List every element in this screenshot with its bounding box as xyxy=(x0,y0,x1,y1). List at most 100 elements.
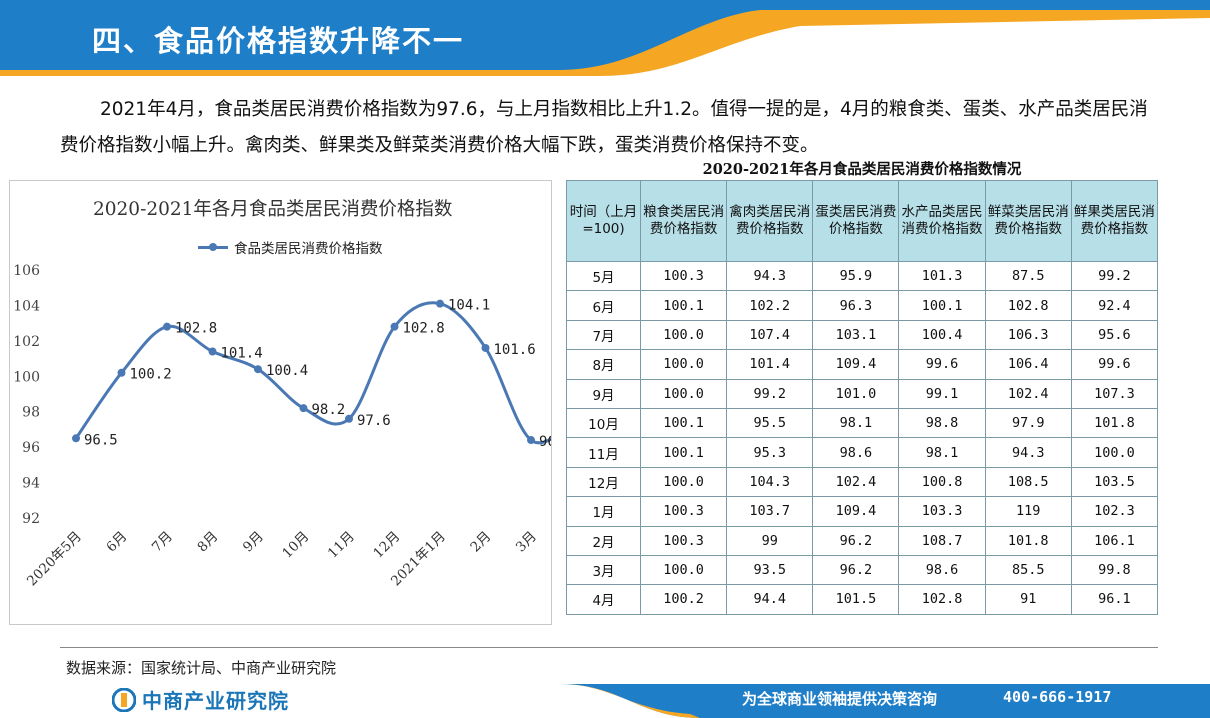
y-tick-label: 104 xyxy=(13,298,40,314)
table-row: 1月 100.3 103.7 109.4 103.3 119 102.3 xyxy=(566,496,1159,527)
data-label: 102.8 xyxy=(403,321,445,337)
table-cell: 106.1 xyxy=(1070,525,1159,556)
x-tick-label: 3月 xyxy=(513,529,540,556)
table-cell: 99.2 xyxy=(726,378,814,409)
table-cell: 98.6 xyxy=(898,554,986,586)
table-cell: 96.3 xyxy=(812,290,900,321)
table-cell: 100.0 xyxy=(639,349,728,380)
cpi-table: 时间（上月=100) 粮食类居民消费价格指数 禽肉类居民消费价格指数 蛋类居民消费价格… xyxy=(566,180,1159,615)
table-cell: 108.5 xyxy=(984,466,1072,498)
table-row: 5月 100.3 94.3 95.9 101.3 87.5 99.2 xyxy=(566,260,1159,292)
table-header-cell: 时间（上月=100) xyxy=(566,180,641,262)
table-header-cell: 蛋类居民消费价格指数 xyxy=(812,180,900,262)
table-cell: 87.5 xyxy=(984,260,1072,292)
table-cell: 97.9 xyxy=(984,407,1072,439)
table-cell: 99.8 xyxy=(1070,554,1159,586)
x-tick-label: 2月 xyxy=(467,529,494,556)
data-point xyxy=(163,322,171,331)
x-tick-label: 7月 xyxy=(149,529,176,556)
table-cell: 102.8 xyxy=(898,584,986,615)
table-cell: 95.3 xyxy=(726,437,814,468)
table-cell: 8月 xyxy=(566,349,641,380)
table-cell: 99 xyxy=(726,525,814,556)
table-row: 9月 100.0 99.2 101.0 99.1 102.4 107.3 xyxy=(566,378,1159,409)
y-tick-label: 92 xyxy=(22,511,40,527)
banner-shape xyxy=(0,0,1210,78)
table-cell: 98.1 xyxy=(812,407,900,439)
data-point xyxy=(72,434,80,443)
table-cell: 100.3 xyxy=(639,496,728,527)
table-cell: 100.3 xyxy=(639,260,728,292)
footer-bar xyxy=(0,684,1210,718)
y-tick-label: 94 xyxy=(22,476,40,492)
y-tick-label: 102 xyxy=(13,334,40,350)
x-tick-label: 11月 xyxy=(325,529,358,562)
table-cell: 100.3 xyxy=(639,525,728,556)
table-cell: 91 xyxy=(984,584,1072,615)
table-cell: 100.1 xyxy=(639,437,728,468)
table-cell: 100.8 xyxy=(898,466,986,498)
table-cell: 95.9 xyxy=(812,260,900,292)
table-cell: 99.1 xyxy=(898,378,986,409)
table-row: 11月 100.1 95.3 98.6 98.1 94.3 100.0 xyxy=(566,437,1159,468)
table-cell: 94.3 xyxy=(726,260,814,292)
table-cell: 107.4 xyxy=(726,319,814,351)
data-label: 100.2 xyxy=(130,367,172,383)
table-cell: 100.0 xyxy=(639,554,728,586)
y-tick-label: 100 xyxy=(13,369,40,385)
table-cell: 103.5 xyxy=(1070,466,1159,498)
footer-shape xyxy=(0,684,1210,718)
table-cell: 99.6 xyxy=(898,349,986,380)
header-banner: 四、食品价格指数升降不一 xyxy=(0,0,1210,78)
x-tick-label: 2020年5月 xyxy=(24,529,85,590)
table-cell: 106.4 xyxy=(984,349,1072,380)
table-cell: 101.0 xyxy=(812,378,900,409)
table-cell: 1月 xyxy=(566,496,641,527)
table-cell: 4月 xyxy=(566,584,641,615)
table-cell: 108.7 xyxy=(898,525,986,556)
table-cell: 103.3 xyxy=(898,496,986,527)
table-cell: 96.1 xyxy=(1070,584,1159,615)
table-cell: 98.6 xyxy=(812,437,900,468)
x-tick-label: 8月 xyxy=(194,529,221,556)
intro-paragraph: 2021年4月，食品类居民消费价格指数为97.6，与上月指数相比上升1.2。值得… xyxy=(60,99,1148,156)
data-label: 97.6 xyxy=(357,413,391,429)
chart-title: 2020-2021年各月食品类居民消费价格指数 xyxy=(93,199,453,220)
table-cell: 99.2 xyxy=(1070,260,1159,292)
table-cell: 94.4 xyxy=(726,584,814,615)
table-row: 3月 100.0 93.5 96.2 98.6 85.5 99.8 xyxy=(566,554,1159,586)
table-cell: 96.2 xyxy=(812,554,900,586)
legend-line-marker-icon xyxy=(198,242,228,252)
company-logo: 中商产业研究院 xyxy=(112,685,289,714)
table-cell: 5月 xyxy=(566,260,641,292)
data-label: 100.4 xyxy=(266,363,308,379)
data-source: 数据来源：国家统计局、中商产业研究院 xyxy=(66,659,337,677)
table-cell: 100.1 xyxy=(639,290,728,321)
page-title: 四、食品价格指数升降不一 xyxy=(92,24,465,58)
data-point xyxy=(254,365,262,374)
table-header-cell: 鲜果类居民消费价格指数 xyxy=(1070,180,1159,262)
table-row: 7月 100.0 107.4 103.1 100.4 106.3 95.6 xyxy=(566,319,1159,351)
data-point xyxy=(481,343,490,352)
table-cell: 102.3 xyxy=(1070,496,1159,527)
table-cell: 100.1 xyxy=(898,290,986,321)
table-cell: 12月 xyxy=(566,466,641,498)
table-cell: 98.8 xyxy=(898,407,986,439)
table-cell: 101.8 xyxy=(1070,407,1159,439)
table-row: 6月 100.1 102.2 96.3 100.1 102.8 92.4 xyxy=(566,290,1159,321)
table-body: 5月 100.3 94.3 95.9 101.3 87.5 99.2 6月 100.1 102.2… xyxy=(566,260,1159,615)
table-cell: 104.3 xyxy=(726,466,814,498)
table-cell: 95.5 xyxy=(726,407,814,439)
table-cell: 101.4 xyxy=(726,349,814,380)
x-tick-label: 12月 xyxy=(370,529,403,562)
data-label: 98.2 xyxy=(312,402,346,418)
data-label: 102.8 xyxy=(175,321,217,337)
table-cell: 101.3 xyxy=(898,260,986,292)
table-cell: 100.0 xyxy=(639,466,728,498)
data-label: 104.1 xyxy=(448,298,490,314)
table-cell: 85.5 xyxy=(984,554,1072,586)
table-cell: 102.4 xyxy=(812,466,900,498)
data-point xyxy=(345,414,353,423)
table-cell: 100.0 xyxy=(639,378,728,409)
table-cell: 6月 xyxy=(566,290,641,321)
